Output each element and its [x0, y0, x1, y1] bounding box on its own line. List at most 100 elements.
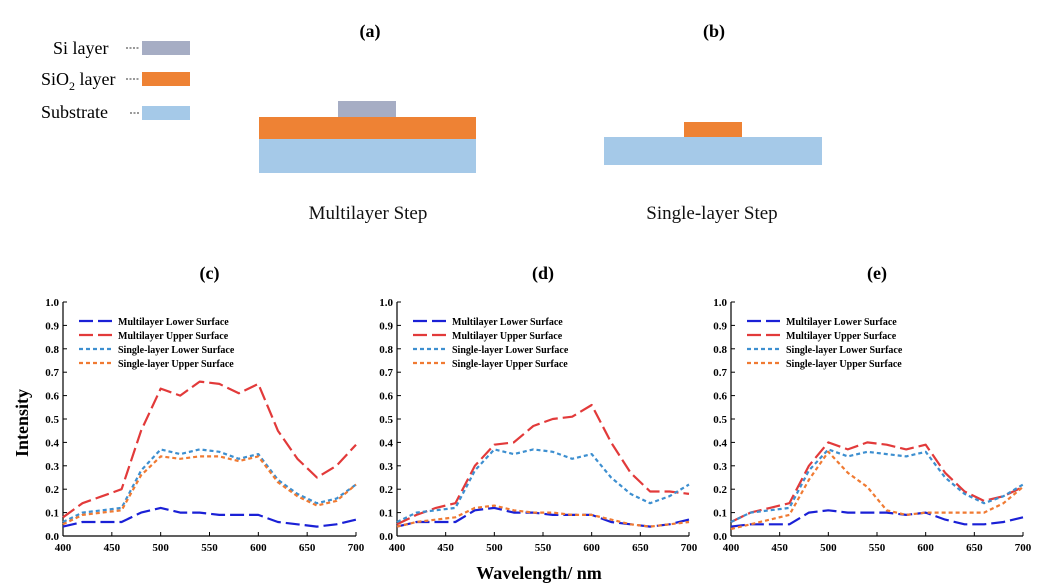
y-tick-label: 0.4 [45, 437, 59, 449]
multilayer-substrate [259, 139, 476, 173]
legend-entry: Multilayer Upper Surface [786, 331, 897, 342]
series-line-singlelayer-lower [396, 448, 690, 523]
y-tick-label: 0.9 [45, 320, 59, 332]
y-tick-label: 1.0 [45, 297, 59, 309]
x-tick-label: 400 [723, 542, 740, 554]
series-line-singlelayer-upper [396, 504, 690, 528]
singlelayer-caption: Single-layer Step [646, 203, 777, 224]
legend-entry: Single-layer Upper Surface [452, 359, 568, 370]
x-tick-label: 550 [535, 542, 552, 554]
y-tick-label: 0.2 [713, 484, 727, 496]
x-tick-label: 500 [486, 542, 503, 554]
series-line-multilayer-upper [396, 403, 690, 526]
layer-legend: Si layer SiO2 layer Substrate [41, 38, 190, 122]
legend-entry: Single-layer Lower Surface [118, 345, 235, 356]
legend-entry: Single-layer Upper Surface [786, 359, 902, 370]
singlelayer-step-diagram: Single-layer Step [604, 122, 822, 224]
panel-a-title: (a) [360, 21, 381, 42]
series-line-multilayer-lower [730, 509, 1024, 528]
x-tick-label: 650 [632, 542, 649, 554]
y-tick-label: 1.0 [713, 297, 727, 309]
series-line-multilayer-upper [62, 380, 357, 519]
legend-entry: Single-layer Lower Surface [786, 345, 903, 356]
x-tick-label: 600 [583, 542, 600, 554]
y-tick-label: 0.1 [379, 508, 393, 520]
x-tick-label: 550 [869, 542, 886, 554]
y-tick-label: 0.6 [45, 391, 59, 403]
y-tick-label: 0.9 [379, 320, 393, 332]
x-tick-label: 400 [389, 542, 406, 554]
legend-entry: Multilayer Lower Surface [452, 317, 563, 328]
legend-entry: Multilayer Upper Surface [118, 331, 229, 342]
chart-title: (c) [200, 263, 220, 284]
y-tick-label: 0.4 [379, 437, 393, 449]
y-tick-label: 0.5 [379, 414, 393, 426]
y-tick-label: 0.3 [45, 461, 59, 473]
x-tick-label: 600 [250, 542, 267, 554]
y-tick-label: 0.1 [713, 508, 727, 520]
series-line-singlelayer-upper [62, 455, 357, 526]
x-tick-label: 700 [681, 542, 698, 554]
y-tick-label: 0.1 [45, 508, 59, 520]
singlelayer-sio2-layer [684, 122, 742, 137]
y-tick-label: 0.5 [713, 414, 727, 426]
legend-entry: Multilayer Upper Surface [452, 331, 563, 342]
x-tick-label: 550 [201, 542, 218, 554]
y-tick-label: 0.7 [713, 367, 727, 379]
chart-title: (e) [867, 263, 887, 284]
legend-sio2-label: SiO2 layer [41, 69, 116, 93]
multilayer-si-layer [338, 101, 396, 117]
series-line-singlelayer-upper [730, 450, 1024, 531]
y-tick-label: 0.7 [45, 367, 59, 379]
multilayer-caption: Multilayer Step [309, 203, 428, 224]
chart-panel-2: (e) 0.0 0.1 0.2 0.3 0.4 0.5 0.6 0.7 0.8 0.9 1.0 400 4… [713, 263, 1032, 554]
multilayer-sio2-layer [259, 117, 476, 139]
chart-panel-1: (d) 0.0 0.1 0.2 0.3 0.4 0.5 0.6 0.7 0.8 0.9 1.0 400 4… [379, 263, 698, 554]
y-tick-label: 0.0 [379, 531, 393, 543]
x-tick-label: 500 [152, 542, 169, 554]
x-axis-label: Wavelength/ nm [476, 563, 602, 583]
x-tick-label: 450 [104, 542, 121, 554]
y-tick-label: 0.8 [713, 344, 727, 356]
x-tick-label: 650 [299, 542, 316, 554]
singlelayer-substrate [604, 137, 822, 165]
y-tick-label: 0.8 [379, 344, 393, 356]
legend-entry: Single-layer Lower Surface [452, 345, 569, 356]
y-tick-label: 0.2 [379, 484, 393, 496]
panel-b-title: (b) [703, 21, 725, 42]
legend-entry: Single-layer Upper Surface [118, 359, 234, 370]
series-line-multilayer-lower [62, 506, 357, 528]
y-tick-label: 1.0 [379, 297, 393, 309]
series-line-singlelayer-lower [730, 448, 1024, 523]
legend-si-label: Si layer [53, 38, 109, 58]
y-tick-label: 0.3 [379, 461, 393, 473]
x-tick-label: 450 [437, 542, 454, 554]
series-line-singlelayer-lower [62, 448, 357, 523]
x-tick-label: 400 [55, 542, 72, 554]
y-tick-label: 0.2 [45, 484, 59, 496]
x-tick-label: 600 [917, 542, 934, 554]
chart-title: (d) [532, 263, 554, 284]
y-tick-label: 0.3 [713, 461, 727, 473]
x-tick-label: 450 [771, 542, 788, 554]
y-tick-label: 0.0 [45, 531, 59, 543]
y-tick-label: 0.0 [713, 531, 727, 543]
schematic-section: (a) (b) Si layer SiO2 layer Substrate Mu… [41, 21, 822, 224]
chart-panel-0: (c) 0.0 0.1 0.2 0.3 0.4 0.5 0.6 0.7 0.8 0.9 1.0 400 4… [45, 263, 365, 554]
y-tick-label: 0.6 [713, 391, 727, 403]
legend-entry: Multilayer Lower Surface [786, 317, 897, 328]
legend-sio2-swatch [142, 72, 190, 86]
x-tick-label: 500 [820, 542, 837, 554]
y-tick-label: 0.5 [45, 414, 59, 426]
charts-section: (c) 0.0 0.1 0.2 0.3 0.4 0.5 0.6 0.7 0.8 0.9 1.0 400 4… [45, 263, 1032, 554]
y-axis-label: Intensity [12, 389, 32, 457]
legend-substrate-label: Substrate [41, 102, 108, 122]
y-tick-label: 0.8 [45, 344, 59, 356]
legend-si-swatch [142, 41, 190, 55]
y-tick-label: 0.9 [713, 320, 727, 332]
legend-substrate-swatch [142, 106, 190, 120]
series-line-multilayer-upper [730, 441, 1024, 523]
multilayer-step-diagram: Multilayer Step [259, 101, 476, 224]
x-tick-label: 700 [348, 542, 365, 554]
